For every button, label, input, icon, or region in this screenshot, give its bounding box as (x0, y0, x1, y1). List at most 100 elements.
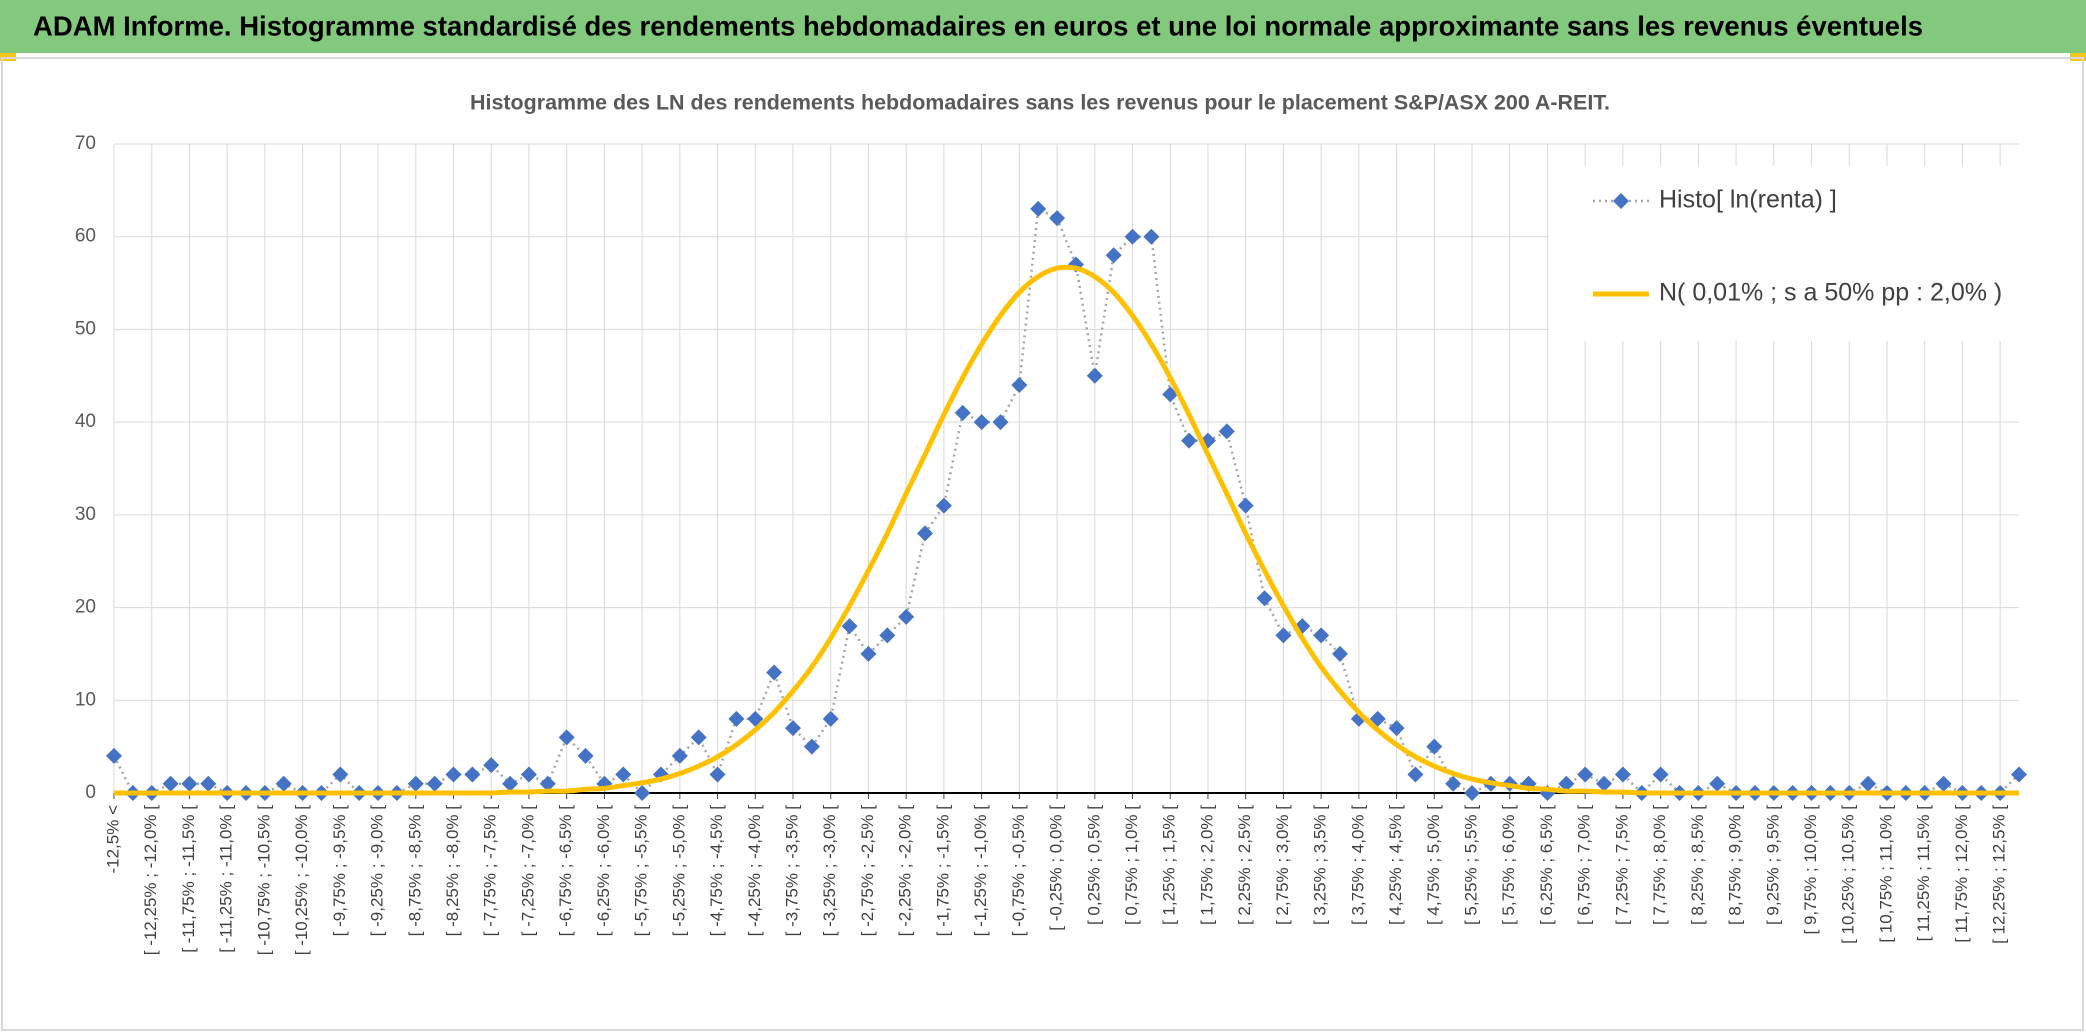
data-point (332, 766, 349, 783)
data-point (1709, 775, 1726, 792)
data-point (539, 775, 556, 792)
y-tick-label: 0 (85, 782, 96, 803)
data-point (200, 775, 217, 792)
data-point (992, 414, 1009, 431)
x-tick-label: [ -3,75% ; -3,5% [ (782, 805, 801, 937)
header-title: ADAM Informe. Histogramme standardisé de… (33, 10, 1923, 41)
x-tick-label: [ -11,75% ; -11,5% [ (179, 805, 198, 953)
x-tick-label: [ 10,25% ; 10,5% [ (1839, 805, 1858, 944)
data-point (1313, 627, 1330, 644)
data-point (822, 710, 839, 727)
data-point (275, 775, 292, 792)
data-point (1237, 497, 1254, 514)
x-tick-label: [ -9,25% ; -9,0% [ (368, 805, 387, 937)
data-point (634, 785, 651, 801)
data-point (728, 710, 745, 727)
data-point (615, 766, 632, 783)
x-tick-label: [ -4,25% ; -4,0% [ (745, 805, 764, 937)
x-tick-label: [ 0,25% ; 0,5% [ (1084, 805, 1103, 925)
x-tick-label: [ -8,75% ; -8,5% [ (405, 805, 424, 937)
data-point (1275, 627, 1292, 644)
data-point (1369, 710, 1386, 727)
x-tick-label: [ -2,25% ; -2,0% [ (896, 805, 915, 937)
y-tick-label: 30 (75, 504, 96, 525)
data-point (577, 747, 594, 764)
data-point (1596, 775, 1613, 792)
data-point (1426, 738, 1443, 755)
legend: Histo[ ln(renta) ] N( 0,01% ; s a 50% pp … (1549, 166, 2019, 341)
x-tick-label: [ -0,75% ; -0,5% [ (1009, 805, 1028, 937)
x-tick-label: [ 6,75% ; 7,0% [ (1575, 805, 1594, 925)
x-tick-label: [ -4,75% ; -4,5% [ (707, 805, 726, 937)
data-point (1218, 423, 1235, 440)
data-point (181, 775, 198, 792)
legend-marker (1613, 193, 1629, 209)
legend-label: Histo[ ln(renta) ] (1659, 186, 1837, 214)
data-point (860, 645, 877, 662)
data-point (747, 710, 764, 727)
data-point (106, 747, 122, 764)
legend-label: N( 0,01% ; s a 50% pp : 2,0% ) (1659, 279, 2002, 307)
data-point (1652, 766, 1669, 783)
data-point (162, 775, 179, 792)
data-point (917, 525, 934, 542)
data-point (709, 766, 726, 783)
data-point (464, 766, 481, 783)
x-tick-label: [ 10,75% ; 11,0% [ (1876, 805, 1895, 943)
x-tick-label: [ 1,75% ; 2,0% [ (1197, 805, 1216, 925)
data-point (520, 766, 537, 783)
data-point (483, 757, 500, 774)
data-point (766, 664, 783, 681)
y-tick-label: 50 (75, 318, 96, 339)
x-tick-label: [ -7,75% ; -7,5% [ (481, 805, 500, 937)
x-tick-label: [ -9,75% ; -9,5% [ (330, 805, 349, 937)
x-tick-label: [ -2,75% ; -2,5% [ (858, 805, 877, 937)
data-point (426, 775, 443, 792)
data-point (1464, 785, 1481, 801)
data-point (1143, 228, 1160, 245)
x-tick-label: [ 6,25% ; 6,5% [ (1537, 805, 1556, 925)
data-point (1558, 775, 1575, 792)
data-point (1935, 775, 1952, 792)
x-tick-label: [ -6,75% ; -6,5% [ (556, 805, 575, 937)
x-tick-label: [ 2,25% ; 2,5% [ (1235, 805, 1254, 925)
chart-title: Histogramme des LN des rendements hebdom… (470, 92, 1610, 115)
x-tick-label: [ -7,25% ; -7,0% [ (518, 805, 537, 937)
x-tick-label: [ 3,75% ; 4,0% [ (1348, 805, 1367, 925)
data-point (1256, 590, 1273, 607)
x-tick-label: [ -3,25% ; -3,0% [ (820, 805, 839, 937)
x-tick-label: [ 12,25% ; 12,5% [ (1990, 805, 2009, 944)
x-tick-label: [ -6,25% ; -6,0% [ (594, 805, 613, 937)
plot (106, 200, 2027, 801)
x-tick-label: [ 7,75% ; 8,0% [ (1650, 805, 1669, 925)
data-point (879, 627, 896, 644)
data-point (1388, 720, 1405, 737)
x-tick-label: [ 0,75% ; 1,0% [ (1122, 805, 1141, 925)
chart-frame (1, 57, 2084, 1031)
x-tick-label: [ -11,25% ; -11,0% [ (217, 805, 236, 953)
y-tick-label: 20 (75, 597, 96, 618)
grid: -12,5% < [ -12,25% ; -12,0% [[ -11,75% ; … (75, 133, 2019, 955)
data-point (1086, 367, 1103, 384)
x-tick-label: [ 1,25% ; 1,5% [ (1160, 805, 1179, 925)
x-tick-label: [ 8,25% ; 8,5% [ (1688, 805, 1707, 925)
data-point (785, 720, 802, 737)
legend-box (1549, 166, 2019, 341)
header-bar (0, 0, 2086, 53)
y-tick-label: 60 (75, 226, 96, 247)
data-point (935, 497, 952, 514)
data-point (1124, 228, 1141, 245)
x-tick-label: [ 8,75% ; 9,0% [ (1726, 805, 1745, 925)
data-point (1614, 766, 1631, 783)
data-point (1011, 377, 1028, 394)
data-point (803, 738, 820, 755)
data-point (1181, 432, 1198, 449)
data-point (1331, 645, 1348, 662)
x-tick-label: [ 3,25% ; 3,5% [ (1311, 805, 1330, 925)
x-tick-label: [ 5,25% ; 5,5% [ (1462, 805, 1481, 925)
x-tick-label: [ -5,25% ; -5,0% [ (669, 805, 688, 937)
y-tick-label: 70 (75, 133, 96, 154)
data-point (973, 414, 990, 431)
data-point (1105, 247, 1122, 264)
